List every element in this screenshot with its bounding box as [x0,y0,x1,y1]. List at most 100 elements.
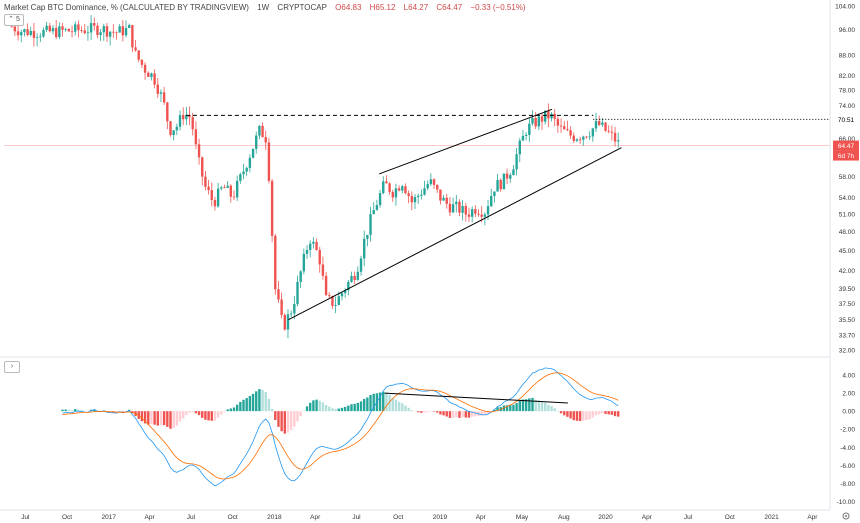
candle-body [470,209,474,217]
candle-body [245,167,248,172]
countdown-bg [833,150,859,161]
chevron-up-icon: ⌃ [8,16,14,23]
candle-body [540,116,544,122]
macd-histogram-bar [216,411,220,418]
candle-body [39,36,42,38]
macd-tick-label: -6.00 [840,463,855,470]
candle-body [413,197,417,203]
macd-histogram-bar [280,411,283,432]
indicator-expand-button[interactable]: › [4,361,20,373]
candle-body [67,28,71,32]
macd-histogram-bar [372,393,375,412]
candle-body [397,188,401,191]
macd-axis[interactable]: 4.00 2.00 0.00 -2.00 -4.00 -6.00 -8.00 -10.00 [837,373,856,506]
candle-body [185,114,188,120]
macd-histogram-bar [378,392,382,412]
candle-body [455,201,458,205]
candle-body [467,214,471,217]
macd-histogram-bar [147,411,150,425]
candle-body [340,293,344,297]
macd-histogram-bar [324,404,328,412]
macd-histogram-bar [528,398,531,412]
macd-histogram-bar [70,410,74,412]
macd-histogram-bar [607,411,610,415]
candle-body [226,185,229,188]
macd-histogram-bar [299,411,302,417]
macd-histogram-bar [277,411,280,427]
macd-histogram-bar [194,411,198,414]
macd-pane[interactable] [61,367,620,487]
candle-body [169,121,172,136]
candle-body [216,188,220,207]
candle-body [448,203,452,213]
candle-body [83,30,86,34]
candle-body [356,271,360,280]
macd-histogram-bar [410,410,414,412]
macd-histogram-bar [197,411,201,416]
candle-body [204,176,207,187]
candle-body [172,130,175,136]
collapse-count: 5 [15,16,20,23]
candle-body [248,157,252,168]
macd-histogram-bar [524,399,528,412]
candle-body [143,64,147,73]
collapse-studies-button[interactable]: ⌃ 5 [4,14,24,26]
candle-body [108,31,112,37]
gear-icon[interactable] [842,512,850,520]
candle-body [343,290,347,294]
candle-body [610,131,614,133]
time-tick-label: Jul [684,514,693,521]
candle-body [137,50,140,60]
price-tick-label: 96.00 [839,27,856,34]
macd-histogram-bar [591,411,595,418]
macd-histogram-bar [458,411,461,418]
interval-label[interactable]: 1W [257,3,270,12]
macd-histogram-bar [309,402,312,412]
last-price-label-bg [833,114,859,125]
macd-histogram-bar [270,409,274,412]
candle-body [601,122,604,125]
symbol-title[interactable]: Market Cap BTC Dominance, % (CALCULATED … [4,3,249,12]
time-tick-label: 2019 [433,514,448,521]
candle-body [121,26,125,36]
candle-body [124,27,128,36]
macd-histogram-bar [331,408,334,412]
macd-histogram-bar [432,411,436,412]
candle-body [531,117,534,124]
macd-histogram-bar [337,408,340,412]
macd-histogram-bar [283,411,287,434]
price-pane[interactable] [4,15,830,339]
macd-tick-label: -8.00 [840,481,855,488]
macd-histogram-bar [362,398,366,412]
candle-body [607,130,610,132]
price-axis[interactable]: 104.0096.0088.0082.0078.0074.0070.0066.0… [833,4,859,355]
macd-histogram-bar [274,411,277,420]
macd-histogram-bar [505,405,509,412]
current-price-label-bg [833,140,859,151]
macd-histogram-bar [613,411,617,417]
price-tick-label: 39.50 [839,286,856,293]
candle-body [369,214,372,235]
macd-histogram-bar [388,394,391,412]
macd-histogram-bar [255,391,258,412]
candle-body [407,193,410,196]
candle-body [239,174,242,181]
time-axis[interactable]: Jul Oct 2017 Apr Jul Oct 2018 Apr Jul Oct 2019 Apr M… [21,514,818,521]
candle-body [566,129,569,131]
candle-body [96,25,99,36]
macd-histogram-bar [391,397,394,412]
candle-body [518,140,521,155]
macd-histogram-bar [604,411,607,414]
candle-body [572,135,575,141]
macd-histogram-bar [201,411,204,418]
macd-histogram-bar [118,410,121,412]
candle-body [318,249,321,265]
price-tick-label: 82.00 [839,73,856,80]
candle-body [337,296,340,305]
candle-body [280,299,283,315]
candle-body [220,187,223,189]
candle-body [388,183,391,192]
candle-body [309,243,312,250]
macd-histogram-bar [442,411,445,416]
